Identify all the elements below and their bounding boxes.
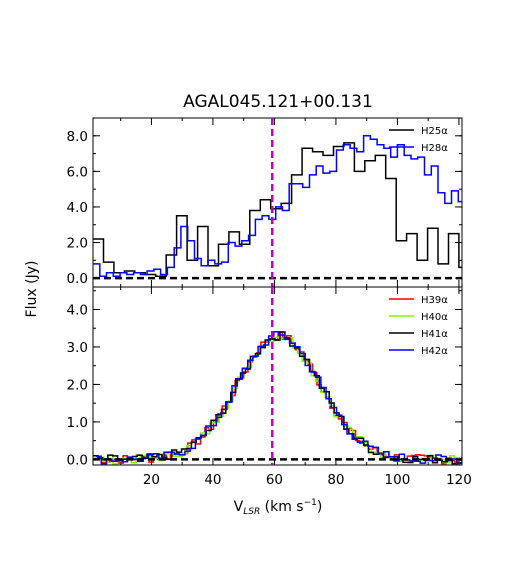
x-axis-label-sup: −1 [304, 498, 317, 508]
y-tick-label: 2.0 [67, 236, 88, 252]
x-axis-label-unit: (km s [260, 499, 303, 515]
series-line-H25α [93, 142, 462, 278]
y-tick-label: 0.0 [67, 452, 88, 468]
y-axis-label: Flux (Jy) [24, 261, 40, 318]
y-tick-label: 8.0 [67, 129, 88, 145]
series-line-H42α [96, 331, 462, 465]
y-tick-label: 0.0 [67, 271, 88, 287]
x-tick-label: 20 [143, 472, 160, 488]
x-axis-label: VLSR (km s−1) [234, 498, 323, 517]
legend-label: H42α [421, 346, 448, 357]
legend-label: H39α [421, 295, 448, 306]
legend-label: H40α [421, 312, 448, 323]
y-tick-label: 4.0 [67, 200, 88, 216]
series-line-H28α [93, 135, 462, 278]
x-tick-label: 120 [446, 472, 472, 488]
chart-title: AGAL045.121+00.131 [183, 92, 373, 112]
legend-label: H28α [421, 143, 448, 154]
x-axis-label-sub: LSR [243, 507, 260, 517]
series-line-H39α [93, 331, 462, 465]
y-tick-label: 2.0 [67, 377, 88, 393]
x-tick-label: 60 [266, 472, 283, 488]
series-line-H41α [93, 331, 462, 465]
x-tick-label: 40 [204, 472, 221, 488]
y-tick-label: 3.0 [67, 340, 88, 356]
x-axis-label-end: ) [317, 499, 322, 515]
x-tick-label: 100 [385, 472, 411, 488]
plot-frame [92, 286, 463, 466]
y-tick-label: 6.0 [67, 164, 88, 180]
y-tick-label: 4.0 [67, 302, 88, 318]
series-line-H40α [94, 336, 462, 465]
upper-panel: 0.0 2.0 4.0 6.0 8.0 H25α H28α [67, 117, 463, 288]
plot-frame [92, 117, 463, 288]
x-tick-label: 80 [327, 472, 344, 488]
lower-panel: 0.0 1.0 2.0 3.0 4.0 20 40 60 80 100 120 H39α H40α H41… [67, 286, 472, 488]
legend-label: H25α [421, 126, 448, 137]
legend-label: H41α [421, 329, 448, 340]
x-axis-label-v: V [234, 499, 244, 515]
y-tick-label: 1.0 [67, 415, 88, 431]
